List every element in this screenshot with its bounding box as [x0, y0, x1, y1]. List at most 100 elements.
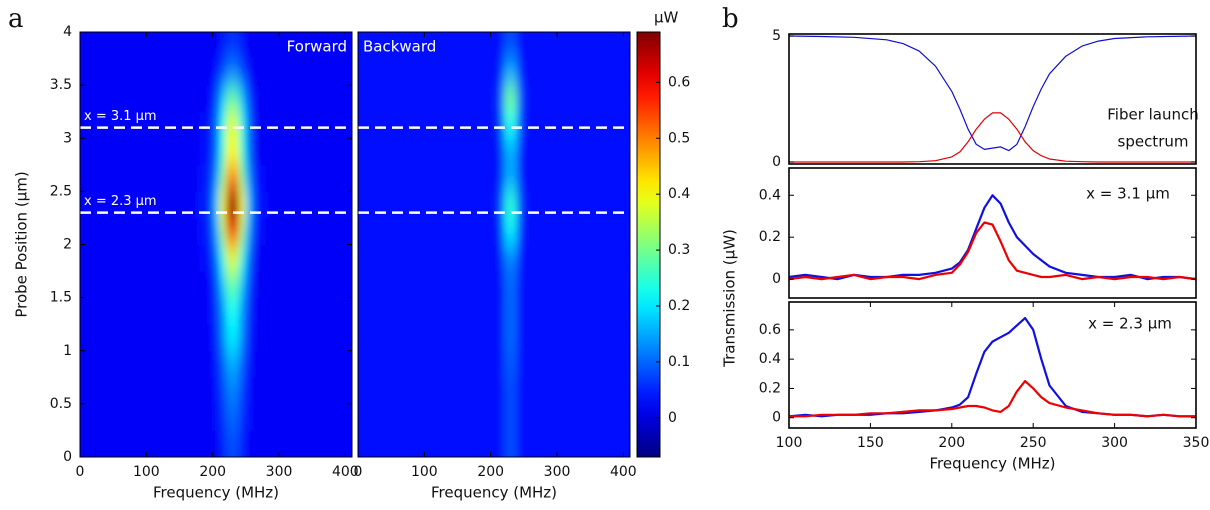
heatmap-cell — [265, 58, 352, 86]
heatmap-cell — [510, 271, 518, 299]
heatmap-cell — [252, 350, 267, 378]
heatmap-cell — [232, 217, 240, 245]
heatmap-cell — [503, 324, 512, 352]
heatmap-cell — [523, 324, 531, 352]
heatmap-cell — [543, 138, 630, 166]
panel-title: Backward — [363, 38, 436, 56]
heatmap-cells — [80, 32, 352, 457]
heatmap-cell — [510, 58, 518, 86]
heatmap-cell — [543, 111, 630, 139]
heatmap-cell — [199, 217, 214, 245]
heatmap-cell — [517, 403, 525, 431]
heatmap-cell — [530, 138, 545, 166]
heatmap-cell — [252, 111, 267, 139]
y-tick-label: 1 — [63, 343, 72, 359]
heatmap-cell — [358, 138, 478, 166]
heatmap-cell — [523, 138, 531, 166]
heatmap-cell — [225, 191, 234, 219]
heatmap-cell — [517, 58, 525, 86]
heatmap-cell — [265, 350, 352, 378]
heatmap-cell — [530, 244, 545, 272]
heatmap-cell — [503, 32, 512, 60]
heatmap-cell — [523, 271, 531, 299]
heatmap-cell — [265, 324, 352, 352]
y-axis-label: Transmission (μW) — [721, 229, 739, 368]
heatmap-cell — [477, 244, 492, 272]
heatmap-cell — [543, 350, 630, 378]
heatmap-cell — [497, 164, 505, 192]
heatmap-cell — [252, 297, 267, 325]
heatmap-cell — [523, 85, 531, 113]
heatmap-cell — [245, 217, 253, 245]
x-tick-label: 300 — [266, 464, 293, 480]
heatmap-cell — [497, 271, 505, 299]
plot-frame — [357, 31, 631, 458]
heatmap-cell — [265, 217, 352, 245]
heatmap-cell — [543, 297, 630, 325]
heatmap-cell — [510, 297, 518, 325]
heatmap-cell — [225, 403, 234, 431]
heatmap-cell — [477, 32, 492, 60]
y-tick-label: 0 — [772, 154, 781, 170]
heatmap-cell — [543, 430, 630, 457]
heatmap-cell — [199, 164, 214, 192]
heatmap-cell — [517, 85, 525, 113]
heatmap-cell — [503, 297, 512, 325]
annotation: Fiber launch — [1107, 106, 1199, 124]
heatmap-cell — [523, 111, 531, 139]
heatmap-cell — [510, 217, 518, 245]
heatmap — [80, 32, 352, 457]
heatmap-cell — [265, 164, 352, 192]
heatmap-cell — [199, 191, 214, 219]
heatmap-cell — [497, 111, 505, 139]
heatmap-cell — [212, 85, 220, 113]
heatmap-cell — [225, 138, 234, 166]
heatmap-cell — [80, 271, 200, 299]
heatmap-cell — [503, 217, 512, 245]
heatmap-cell — [80, 297, 200, 325]
heatmap-cell — [199, 85, 214, 113]
heatmap-cell — [530, 217, 545, 245]
heatmap-cell — [219, 350, 227, 378]
x-tick-label: 400 — [332, 464, 359, 480]
heatmap-cell — [358, 217, 478, 245]
colorbar-label: μW — [654, 9, 679, 27]
heatmap-cell — [199, 350, 214, 378]
heatmap-cell — [523, 403, 531, 431]
y-tick-label: 0.4 — [759, 187, 781, 203]
heatmap-cell — [212, 271, 220, 299]
heatmap-cell — [199, 244, 214, 272]
y-tick-label: 4 — [63, 24, 72, 40]
data-line — [789, 112, 1196, 163]
heatmap-cell — [252, 58, 267, 86]
heatmap-cell — [239, 217, 247, 245]
heatmap-cell — [219, 58, 227, 86]
x-tick-label: 200 — [477, 464, 504, 480]
heatmap-cell — [530, 271, 545, 299]
plot-frame — [788, 167, 1197, 299]
heatmap-cell — [80, 403, 200, 431]
heatmap-cell — [245, 58, 253, 86]
heatmap-cell — [232, 191, 240, 219]
heatmap-cell — [477, 191, 492, 219]
heatmap-cell — [219, 244, 227, 272]
heatmap-cell — [219, 403, 227, 431]
heatmap-cell — [477, 430, 492, 457]
y-tick-label: 3 — [63, 130, 72, 146]
heatmap-cell — [212, 324, 220, 352]
heatmap-cell — [543, 32, 630, 60]
heatmap-cell — [497, 85, 505, 113]
heatmap-cell — [245, 32, 253, 60]
heatmap-cell — [530, 377, 545, 405]
x-tick-label: 0 — [76, 464, 85, 480]
line-label: x = 2.3 μm — [84, 194, 157, 209]
heatmap-cell — [510, 244, 518, 272]
heatmap-cell — [477, 58, 492, 86]
y-tick-label: 1.5 — [50, 290, 72, 306]
heatmap-cell — [245, 271, 253, 299]
x-tick-label: 400 — [610, 464, 637, 480]
heatmap-cell — [358, 403, 478, 431]
heatmap-cell — [517, 350, 525, 378]
heatmap-cell — [265, 244, 352, 272]
heatmap-cell — [252, 430, 267, 457]
